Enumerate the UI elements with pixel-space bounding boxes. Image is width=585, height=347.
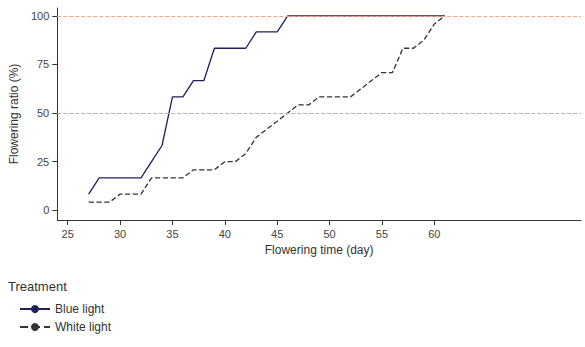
svg-text:75: 75 [37,58,49,70]
svg-text:25: 25 [62,228,74,240]
svg-text:50: 50 [37,107,49,119]
svg-text:25: 25 [37,156,49,168]
svg-text:45: 45 [271,228,283,240]
svg-text:White light: White light [55,320,112,334]
svg-text:55: 55 [376,228,388,240]
svg-text:0: 0 [43,204,49,216]
svg-text:Flowering time (day): Flowering time (day) [265,243,374,257]
svg-text:30: 30 [114,228,126,240]
svg-text:60: 60 [428,228,440,240]
svg-text:40: 40 [219,228,231,240]
svg-text:50: 50 [323,228,335,240]
svg-text:Flowering ratio (%): Flowering ratio (%) [7,64,21,165]
svg-text:35: 35 [166,228,178,240]
svg-text:Blue light: Blue light [55,302,105,316]
svg-text:100: 100 [31,10,49,22]
svg-text:Treatment: Treatment [8,279,67,294]
